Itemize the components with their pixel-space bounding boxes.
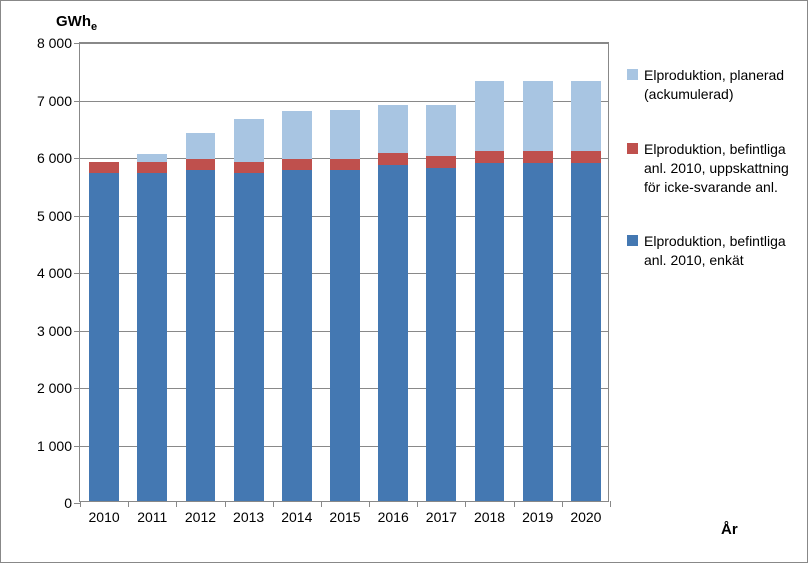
ytick-label: 6 000: [37, 150, 72, 166]
bar-segment-uppskattning: [378, 153, 408, 165]
xtick-mark: [176, 501, 177, 507]
legend-label: Elproduktion, befintliga anl. 2010, upps…: [644, 140, 794, 197]
bar-segment-enkat: [571, 163, 601, 501]
plot-area: 01 0002 0003 0004 0005 0006 0007 0008 00…: [79, 42, 609, 502]
legend: Elproduktion, planerad (ackumulerad) Elpr…: [627, 66, 797, 306]
bar-segment-uppskattning: [330, 159, 360, 170]
ytick-mark: [74, 388, 80, 389]
legend-item-enkat: Elproduktion, befintliga anl. 2010, enkä…: [627, 232, 797, 270]
bar-segment-enkat: [426, 168, 456, 502]
xtick-mark: [273, 501, 274, 507]
bar-segment-enkat: [330, 170, 360, 501]
bar-segment-uppskattning: [186, 159, 216, 170]
xtick-mark: [514, 501, 515, 507]
bar-segment-enkat: [378, 165, 408, 501]
xtick-label: 2010: [89, 509, 120, 525]
xtick-mark: [610, 501, 611, 507]
xtick-label: 2018: [474, 509, 505, 525]
bar-segment-uppskattning: [426, 156, 456, 168]
bar-segment-uppskattning: [89, 162, 119, 173]
chart-frame: GWhe År 01 0002 0003 0004 0005 0006 0007…: [0, 0, 808, 563]
ytick-label: 0: [64, 495, 72, 511]
xtick-label: 2019: [522, 509, 553, 525]
legend-item-uppskattning: Elproduktion, befintliga anl. 2010, upps…: [627, 140, 797, 197]
bar-segment-uppskattning: [475, 151, 505, 163]
legend-swatch: [627, 235, 638, 246]
bar-segment-uppskattning: [234, 162, 264, 173]
bar-segment-planerad: [426, 105, 456, 156]
legend-label: Elproduktion, befintliga anl. 2010, enkä…: [644, 232, 794, 270]
yaxis-title: GWhe: [56, 13, 97, 33]
bar-segment-planerad: [234, 119, 264, 162]
bar-segment-planerad: [523, 81, 553, 151]
bar-segment-enkat: [186, 170, 216, 501]
xtick-label: 2014: [281, 509, 312, 525]
legend-item-planerad: Elproduktion, planerad (ackumulerad): [627, 66, 797, 104]
legend-swatch: [627, 143, 638, 154]
ytick-label: 3 000: [37, 323, 72, 339]
xtick-mark: [417, 501, 418, 507]
gridline: [80, 43, 608, 44]
bar-segment-planerad: [330, 110, 360, 159]
ytick-mark: [74, 331, 80, 332]
xtick-mark: [80, 501, 81, 507]
bar-segment-planerad: [475, 81, 505, 151]
ytick-mark: [74, 273, 80, 274]
xtick-label: 2011: [137, 509, 167, 525]
xtick-mark: [128, 501, 129, 507]
ytick-label: 7 000: [37, 93, 72, 109]
ytick-mark: [74, 43, 80, 44]
xtick-label: 2020: [570, 509, 601, 525]
bar-segment-enkat: [523, 163, 553, 501]
bar-segment-planerad: [186, 133, 216, 159]
xtick-mark: [321, 501, 322, 507]
ytick-label: 1 000: [37, 438, 72, 454]
legend-swatch: [627, 69, 638, 80]
legend-label: Elproduktion, planerad (ackumulerad): [644, 66, 794, 104]
xtick-label: 2013: [233, 509, 264, 525]
ytick-label: 2 000: [37, 380, 72, 396]
bar-segment-enkat: [137, 173, 167, 501]
bar-segment-uppskattning: [523, 151, 553, 163]
bar-segment-planerad: [137, 154, 167, 162]
xtick-label: 2012: [185, 509, 216, 525]
ytick-label: 8 000: [37, 35, 72, 51]
bar-segment-enkat: [234, 173, 264, 501]
bar-segment-enkat: [89, 173, 119, 501]
ytick-mark: [74, 446, 80, 447]
bar-segment-uppskattning: [571, 151, 601, 163]
xtick-mark: [369, 501, 370, 507]
ytick-mark: [74, 158, 80, 159]
xtick-mark: [465, 501, 466, 507]
xaxis-title: År: [721, 521, 738, 538]
bar-segment-planerad: [378, 105, 408, 153]
xtick-mark: [225, 501, 226, 507]
ytick-mark: [74, 101, 80, 102]
bar-segment-enkat: [475, 163, 505, 501]
ytick-label: 5 000: [37, 208, 72, 224]
xtick-label: 2016: [378, 509, 409, 525]
xtick-label: 2017: [426, 509, 457, 525]
bar-segment-uppskattning: [282, 159, 312, 170]
xtick-mark: [562, 501, 563, 507]
bar-segment-enkat: [282, 170, 312, 501]
bar-segment-planerad: [282, 111, 312, 159]
bar-segment-uppskattning: [137, 162, 167, 173]
bar-segment-planerad: [571, 81, 601, 151]
ytick-mark: [74, 216, 80, 217]
ytick-label: 4 000: [37, 265, 72, 281]
xtick-label: 2015: [329, 509, 360, 525]
